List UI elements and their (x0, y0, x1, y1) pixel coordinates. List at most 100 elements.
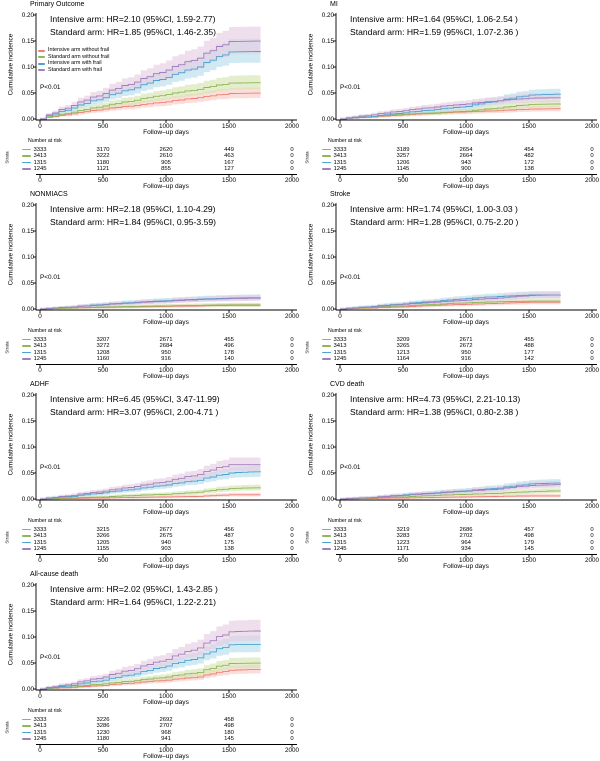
y-tick-label: 0.20 (321, 201, 334, 209)
risk-count: 3209 (396, 336, 410, 343)
y-tick-label: 0.10 (21, 253, 34, 261)
y-tick-label: 0.05 (321, 469, 334, 477)
x-tick-label: 0 (338, 122, 342, 130)
x-axis-label: Follow–up days (143, 129, 189, 136)
legend-color-dash (38, 56, 45, 59)
risk-count: 0 (590, 356, 594, 362)
p-value: P<0.01 (340, 84, 361, 91)
strata-label: Strata (4, 531, 10, 544)
risk-count: 3272 (96, 343, 110, 349)
risk-count: 1315 (333, 349, 347, 356)
y-tick-label: 0.00 (321, 115, 334, 123)
x-tick-label: 1500 (521, 312, 536, 320)
risk-table-header: Number at risk (28, 328, 62, 334)
annotation-standard-arm: Standard arm: HR=1.28 (95%CI, 0.75-2.20 … (350, 216, 519, 227)
risk-count: 3333 (333, 146, 347, 153)
x-tick-label: 1500 (221, 502, 236, 510)
risk-x-axis-label: Follow–up days (443, 562, 489, 570)
p-value: P<0.01 (40, 84, 61, 91)
risk-count: 498 (224, 723, 234, 729)
panel-stroke: Stroke Cumulative incidence Intensive arm:… (300, 190, 600, 380)
y-tick-label: 0.15 (321, 417, 334, 425)
risk-strata-color-dash (22, 338, 31, 341)
risk-count: 1245 (33, 166, 47, 172)
risk-count: 1245 (33, 736, 47, 742)
y-tick-label: 0.20 (21, 201, 34, 209)
risk-count: 0 (590, 336, 594, 343)
risk-count: 1245 (33, 356, 47, 362)
risk-count: 138 (224, 546, 234, 552)
risk-count: 2684 (159, 343, 173, 349)
risk-count: 0 (590, 146, 594, 153)
risk-x-tick-label: 1000 (158, 556, 173, 564)
risk-x-tick-label: 0 (38, 556, 42, 564)
risk-count: 1245 (333, 546, 347, 552)
risk-x-tick-label: 1000 (458, 176, 473, 184)
risk-x-tick-label: 1000 (158, 746, 173, 754)
p-value: P<0.01 (40, 654, 61, 661)
y-tick-label: 0.15 (321, 227, 334, 235)
risk-count: 0 (290, 546, 294, 552)
y-tick-label: 0.05 (21, 89, 34, 97)
panel-primary-outcome: Primary Outcome Cumulative incidence Inten… (0, 0, 300, 190)
risk-strata-color-dash (22, 351, 31, 354)
risk-count: 0 (290, 539, 294, 546)
risk-strata-color-dash (22, 345, 31, 347)
y-tick-label: 0.20 (21, 581, 34, 589)
panel-title: Primary Outcome (30, 1, 85, 8)
risk-x-tick-label: 2000 (584, 556, 599, 564)
risk-strata-color-dash (22, 168, 31, 170)
y-tick-label: 0.00 (321, 305, 334, 313)
panel-adhf: ADHF Cumulative incidence Intensive arm: H… (0, 380, 300, 570)
risk-count: 167 (224, 159, 234, 166)
strata-label: Strata (304, 531, 310, 544)
risk-count: 1121 (96, 166, 110, 172)
risk-count: 145 (524, 546, 534, 552)
strata-label: Strata (4, 341, 10, 354)
risk-x-axis-label: Follow–up days (143, 562, 189, 570)
x-tick-label: 2000 (284, 312, 299, 320)
risk-count: 3413 (333, 153, 347, 159)
risk-strata-color-dash (322, 155, 331, 157)
risk-strata-color-dash (322, 148, 331, 151)
risk-count: 1180 (96, 736, 110, 742)
risk-count: 1315 (333, 159, 347, 166)
risk-x-axis-label: Follow–up days (443, 372, 489, 380)
annotation-intensive-arm: Intensive arm: HR=2.10 (95%CI, 1.59-2.77… (50, 14, 216, 24)
x-tick-label: 1000 (158, 122, 173, 130)
risk-x-tick-label: 1500 (521, 176, 536, 184)
annotation-standard-arm: Standard arm: HR=1.84 (95%CI, 0.95-3.59) (50, 216, 216, 227)
x-axis-label: Follow–up days (443, 509, 489, 516)
risk-count: 1230 (96, 729, 110, 736)
risk-count: 0 (290, 736, 294, 742)
risk-strata-color-dash (22, 155, 31, 157)
survival-plot (33, 13, 297, 178)
risk-count: 941 (161, 736, 171, 742)
x-tick-label: 2000 (584, 312, 599, 320)
risk-count: 3413 (333, 533, 347, 539)
risk-x-tick-label: 0 (338, 176, 342, 184)
risk-count: 2620 (159, 146, 173, 153)
x-tick-label: 0 (38, 502, 42, 510)
y-tick-label: 0.00 (21, 305, 34, 313)
risk-count: 0 (290, 146, 294, 153)
x-axis-label: Follow–up days (143, 699, 189, 706)
risk-count: 3170 (96, 146, 110, 153)
risk-count: 3207 (96, 336, 110, 343)
risk-count: 3413 (33, 343, 47, 349)
risk-count: 482 (524, 153, 534, 159)
x-tick-label: 0 (338, 502, 342, 510)
risk-count: 916 (161, 356, 171, 362)
risk-x-tick-label: 1500 (521, 556, 536, 564)
risk-x-tick-label: 0 (38, 176, 42, 184)
risk-count: 968 (161, 729, 171, 736)
risk-x-tick-label: 2000 (284, 556, 299, 564)
risk-count: 1315 (33, 539, 47, 546)
risk-strata-color-dash (322, 528, 331, 531)
survival-plot (333, 393, 597, 558)
risk-count: 3257 (396, 153, 410, 159)
p-value: P<0.01 (40, 274, 61, 281)
risk-strata-color-dash (322, 338, 331, 341)
risk-count: 0 (590, 343, 594, 349)
